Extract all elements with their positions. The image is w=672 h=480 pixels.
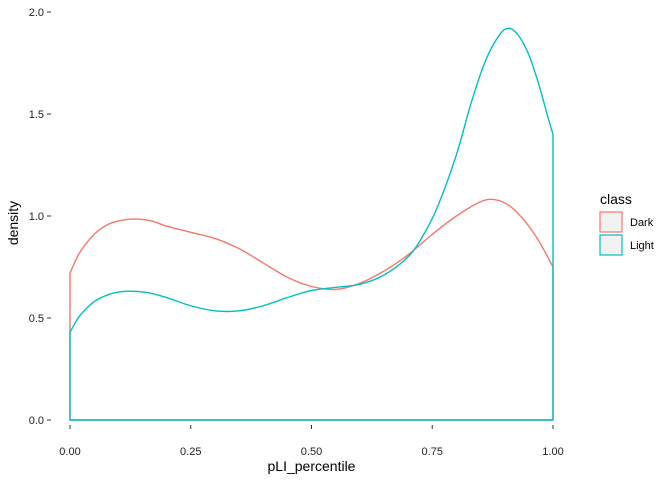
x-axis-title: pLI_percentile: [268, 458, 356, 474]
legend: class Dark Light: [599, 191, 654, 256]
legend-label-dark: Dark: [630, 217, 654, 229]
y-tick-label: 1.0: [29, 211, 44, 223]
density-curve-light: [69, 27, 554, 421]
axes: 0.00 0.25 0.50 0.75 1.00 0.0 0.5 1.0 1.5 2.0: [29, 7, 564, 458]
legend-title: class: [600, 191, 632, 207]
y-axis-title: density: [5, 201, 21, 245]
x-tick-label: 0.75: [422, 446, 443, 458]
density-curve-dark: [69, 198, 554, 421]
y-tick-label: 1.5: [29, 109, 44, 121]
y-tick-label: 2.0: [29, 7, 44, 19]
legend-key-dark: [599, 211, 623, 233]
y-tick-label: 0.0: [29, 415, 44, 427]
y-tick-label: 0.5: [29, 313, 44, 325]
x-tick-label: 0.00: [59, 446, 80, 458]
x-tick-label: 1.00: [542, 446, 563, 458]
x-tick-label: 0.50: [301, 446, 322, 458]
legend-key-light: [599, 234, 623, 256]
legend-label-light: Light: [630, 240, 654, 252]
plot-marks: [69, 27, 554, 421]
x-tick-label: 0.25: [180, 446, 201, 458]
